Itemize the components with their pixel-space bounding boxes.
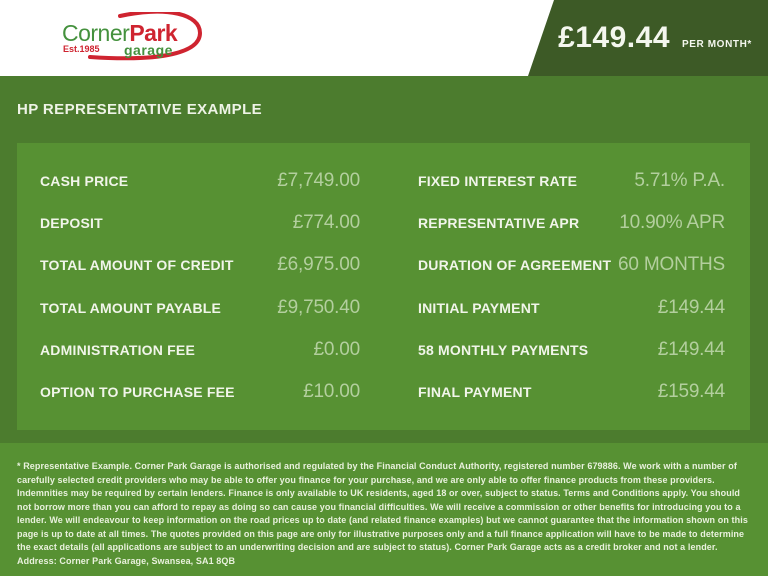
row-value: £10.00 [303, 380, 360, 402]
logo-text-garage: garage [124, 42, 173, 58]
monthly-price-banner: £149.44 PER MONTH* [528, 0, 768, 76]
row-value: 5.71% P.A. [634, 170, 725, 192]
row-label: FIXED INTEREST RATE [418, 173, 578, 190]
table-row-option-fee: OPTION TO PURCHASE FEE £10.00 [40, 371, 360, 413]
row-value: 10.90% APR [619, 212, 725, 234]
table-row-total-payable: TOTAL AMOUNT PAYABLE £9,750.40 [40, 287, 360, 329]
finance-details-panel: CASH PRICE £7,749.00 DEPOSIT £774.00 TOT… [17, 143, 750, 430]
monthly-price-amount: £149.44 [558, 21, 671, 54]
row-value: £149.44 [657, 338, 725, 360]
heading-band: HP REPRESENTATIVE EXAMPLE [0, 76, 768, 143]
finance-left-column: CASH PRICE £7,749.00 DEPOSIT £774.00 TOT… [40, 160, 360, 413]
footer-band: * Representative Example. Corner Park Ga… [0, 443, 768, 576]
logo-swoosh-icon [88, 12, 203, 61]
table-row-apr: REPRESENTATIVE APR 10.90% APR [418, 202, 725, 244]
monthly-price-group: £149.44 PER MONTH* [544, 21, 752, 55]
row-value: £159.44 [657, 380, 725, 402]
row-value: £0.00 [313, 338, 360, 360]
row-value: £9,750.40 [277, 296, 360, 318]
page-title: HP REPRESENTATIVE EXAMPLE [17, 101, 263, 118]
row-label: TOTAL AMOUNT PAYABLE [40, 299, 222, 316]
table-row-initial-payment: INITIAL PAYMENT £149.44 [418, 287, 725, 329]
finance-right-column: FIXED INTEREST RATE 5.71% P.A. REPRESENT… [418, 160, 725, 413]
logo-text-park: Park [129, 20, 178, 46]
row-label: REPRESENTATIVE APR [418, 215, 580, 232]
table-row-final-payment: FINAL PAYMENT £159.44 [418, 371, 725, 413]
table-row-cash-price: CASH PRICE £7,749.00 [40, 160, 360, 202]
table-row-duration: DURATION OF AGREEMENT 60 MONTHS [418, 244, 725, 286]
header-bar: CornerPark Est.1985 garage £149.44 PER M… [0, 0, 768, 76]
row-label: DURATION OF AGREEMENT [418, 257, 612, 274]
table-row-deposit: DEPOSIT £774.00 [40, 202, 360, 244]
row-label: 58 MONTHLY PAYMENTS [418, 341, 589, 358]
logo-text-corner: Corner [62, 20, 130, 46]
table-row-admin-fee: ADMINISTRATION FEE £0.00 [40, 329, 360, 371]
row-label: FINAL PAYMENT [418, 383, 532, 400]
row-label: INITIAL PAYMENT [418, 299, 540, 316]
table-row-interest-rate: FIXED INTEREST RATE 5.71% P.A. [418, 160, 725, 202]
row-value: 60 MONTHS [618, 254, 725, 276]
row-value: £7,749.00 [277, 170, 360, 192]
row-value: £149.44 [657, 296, 725, 318]
monthly-price-suffix: PER MONTH* [682, 39, 752, 50]
corner-park-garage-logo[interactable]: CornerPark Est.1985 garage [62, 12, 207, 68]
logo-est-text: Est.1985 [63, 44, 100, 54]
table-row-total-credit: TOTAL AMOUNT OF CREDIT £6,975.00 [40, 244, 360, 286]
logo-wordmark: CornerPark [62, 20, 178, 47]
table-row-monthly-payments: 58 MONTHLY PAYMENTS £149.44 [418, 329, 725, 371]
row-value: £774.00 [292, 212, 360, 234]
legal-disclaimer-text: * Representative Example. Corner Park Ga… [17, 461, 748, 566]
row-label: ADMINISTRATION FEE [40, 341, 196, 358]
row-label: TOTAL AMOUNT OF CREDIT [40, 257, 234, 274]
row-label: OPTION TO PURCHASE FEE [40, 383, 235, 400]
row-label: DEPOSIT [40, 215, 103, 232]
row-value: £6,975.00 [277, 254, 360, 276]
row-label: CASH PRICE [40, 173, 129, 190]
